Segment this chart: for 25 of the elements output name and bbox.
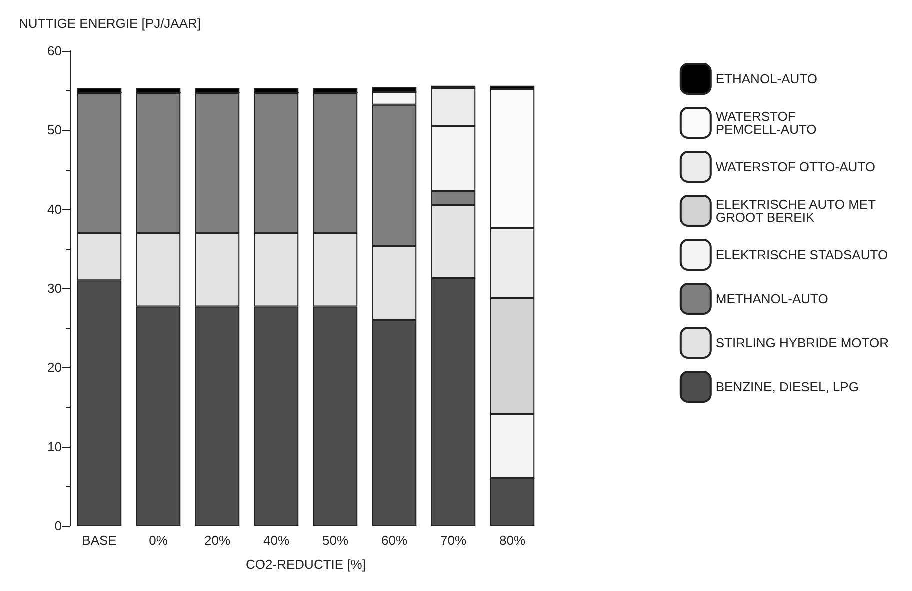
legend-label: WATERSTOF PEMCELL-AUTO [716, 109, 817, 137]
x-tick-label: 60% [381, 533, 408, 548]
y-axis-title: NUTTIGE ENERGIE [PJ/JAAR] [19, 16, 202, 31]
x-tick-label: 0% [149, 533, 168, 548]
x-tick-label: 40% [263, 533, 290, 548]
legend-label: WATERSTOF OTTO-AUTO [716, 160, 876, 174]
x-tick-label: 80% [499, 533, 526, 548]
legend-label: STIRLING HYBRIDE MOTOR [716, 336, 890, 350]
y-tick-label: 60 [48, 44, 62, 58]
legend-label: METHANOL-AUTO [716, 292, 828, 306]
y-tick-label: 30 [48, 281, 62, 296]
x-tick-label: 20% [204, 533, 231, 548]
y-tick-label: 50 [48, 122, 62, 138]
x-tick-label: BASE [82, 533, 118, 548]
y-tick-label: 40 [48, 202, 62, 217]
y-tick-label: 20 [48, 360, 62, 376]
x-tick-label: 50% [322, 533, 349, 548]
y-tick-label: 0 [54, 518, 62, 534]
legend-label: BENZINE, DIESEL, LPG [716, 380, 859, 394]
legend-label: ETHANOL-AUTO [716, 72, 818, 86]
legend-label: ELEKTRISCHE STADSAUTO [716, 248, 888, 262]
legend-label: ELEKTRISCHE AUTO MET GROOT BEREIK [716, 197, 880, 225]
y-tick-label: 10 [48, 439, 62, 454]
x-axis-title: CO2-REDUCTIE [%] [246, 557, 366, 572]
x-tick-label: 70% [440, 533, 467, 548]
